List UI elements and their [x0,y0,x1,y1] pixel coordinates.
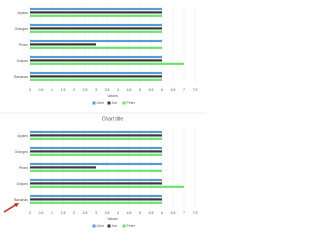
x-tick-label: 0 [29,88,31,92]
y-tick-label: Bananas [14,75,28,79]
y-tick-label: Grapes [17,182,29,186]
x-tick-label: 0.5 [39,88,44,92]
x-axis-title: Values [107,217,118,221]
bar [30,182,162,185]
legend-swatch [122,101,126,105]
legend-label: Joe [112,101,118,105]
bar [30,11,162,14]
screenshot: 0 0.5 1 1.5 2 2.5 3 3.5 4 4.5 5 5.5 6 6.5 7 7.5 Apples Or… [0,0,206,245]
x-tick-label: 5 [139,88,141,92]
bar [30,201,162,204]
x-tick-label: 6 [161,88,163,92]
bar [30,39,162,43]
bar [30,46,162,49]
bar [30,185,184,188]
x-tick-label: 6.5 [171,211,176,215]
x-tick-label: 2 [73,211,75,215]
x-tick-label: 6 [161,211,163,215]
bar [30,162,162,166]
bar [30,43,96,46]
x-tick-label: 3.5 [105,211,110,215]
bar [30,150,162,153]
x-tick-label: 0 [29,211,31,215]
bar [30,166,96,169]
bar [30,146,162,150]
y-tick-label: Oranges [15,150,29,154]
x-tick-label: 4.5 [127,88,132,92]
bar [30,75,162,78]
x-tick-label: 1 [51,211,53,215]
legend-swatch [107,101,111,105]
bar [30,169,162,172]
x-tick-label: 3 [95,88,97,92]
bar [30,55,162,59]
legend-label: Peter [127,224,136,228]
x-tick-label: 5 [139,211,141,215]
x-tick-label: 4.5 [127,211,132,215]
x-tick-label: 3 [95,211,97,215]
x-tick-label: 7.5 [193,88,198,92]
x-tick-label: 2 [73,88,75,92]
bar [30,30,162,33]
y-tick-label: Pears [19,43,28,47]
bar [30,134,162,137]
y-tick-label: Grapes [17,59,29,63]
legend-label: John [97,224,105,228]
y-tick-label: Apples [17,134,28,138]
legend-swatch [92,224,96,228]
y-tick-label: Oranges [15,27,29,31]
x-tick-label: 5.5 [149,211,154,215]
legend-swatch [92,101,96,105]
legend-label: Peter [127,101,136,105]
bar [30,27,162,30]
bar [30,130,162,134]
legend-label: Joe [112,224,118,228]
bar [30,198,162,201]
annotation-arrow-head [14,203,19,207]
bar [30,71,162,75]
x-axis-title: Values [107,94,118,98]
bar [30,7,162,11]
background [0,0,206,245]
x-tick-label: 5.5 [149,88,154,92]
annotation-arrow [3,203,18,213]
x-tick-label: 1.5 [61,88,66,92]
x-tick-label: 1.5 [61,211,66,215]
bar [30,178,162,182]
legend-label: John [97,101,105,105]
x-tick-label: 6.5 [171,88,176,92]
bar [30,153,162,156]
y-tick-label: Pears [19,166,28,170]
x-tick-label: 4 [117,211,119,215]
x-tick-label: 7 [183,211,185,215]
y-tick-label: Apples [17,11,28,15]
chart-title: Chart title [102,116,124,122]
legend-swatch [122,224,126,228]
x-tick-label: 2.5 [83,211,88,215]
bar [30,137,162,140]
x-tick-label: 0.5 [39,211,44,215]
y-tick-label: Bananas [14,198,28,202]
bar [30,59,162,62]
bar [30,62,184,65]
bar [30,194,162,198]
x-tick-label: 7 [183,88,185,92]
x-tick-label: 3.5 [105,88,110,92]
x-tick-label: 4 [117,88,119,92]
legend-swatch [107,224,111,228]
bar [30,78,162,81]
bar [30,23,162,27]
bar [30,14,162,17]
x-tick-label: 1 [51,88,53,92]
x-tick-label: 2.5 [83,88,88,92]
x-tick-label: 7.5 [193,211,198,215]
